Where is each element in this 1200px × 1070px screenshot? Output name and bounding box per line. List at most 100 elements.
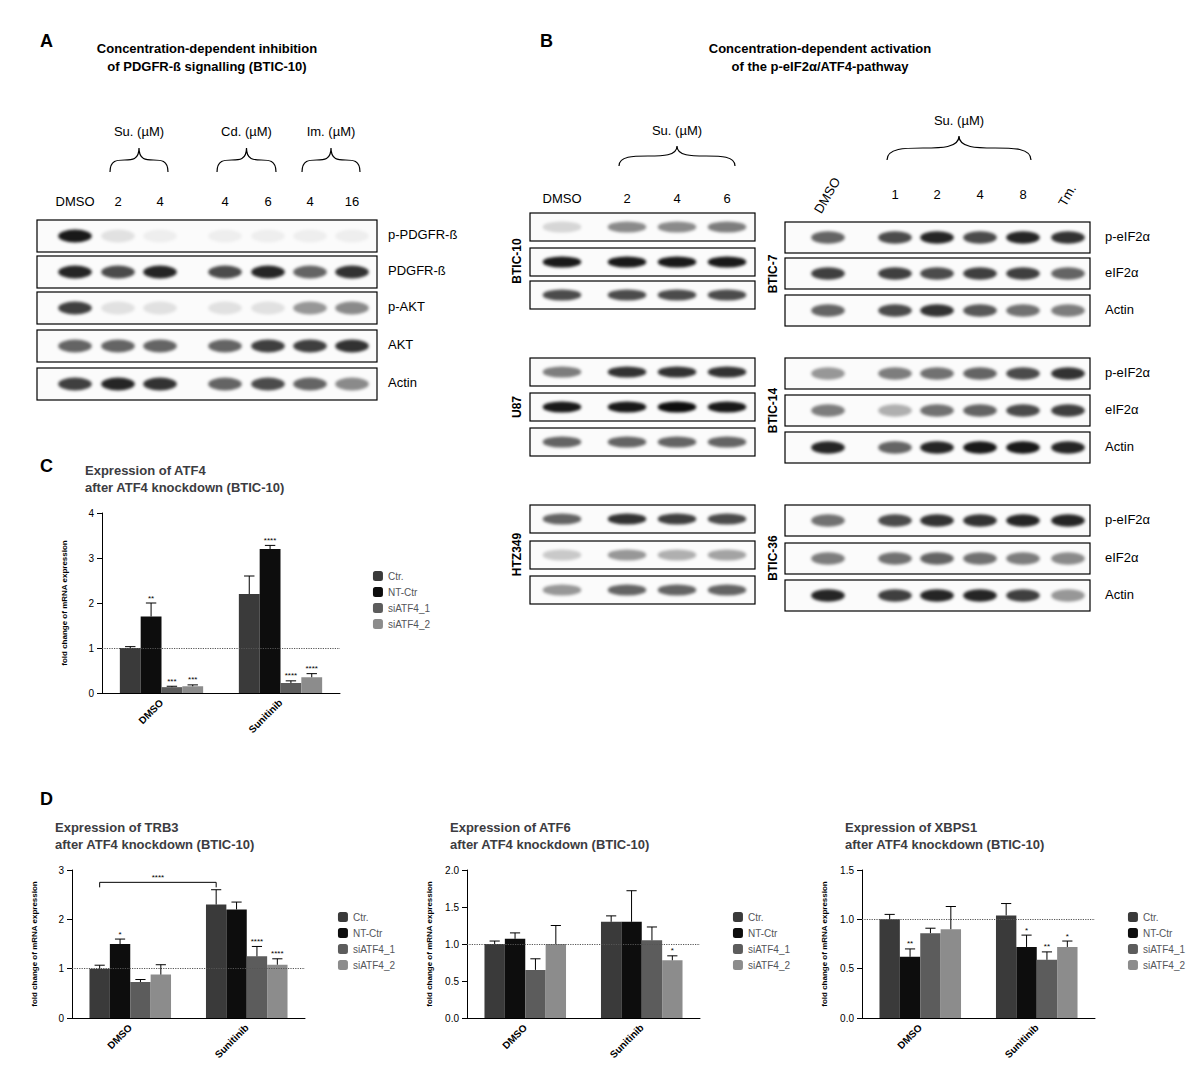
svg-text:Cd. (µM): Cd. (µM) bbox=[221, 124, 272, 139]
svg-text:*: * bbox=[1025, 926, 1028, 935]
svg-text:DMSO: DMSO bbox=[105, 1022, 134, 1051]
svg-text:NT-Ctr: NT-Ctr bbox=[353, 928, 383, 939]
svg-text:0.0: 0.0 bbox=[840, 1013, 854, 1024]
svg-text:fold change of mRNA expression: fold change of mRNA expression bbox=[820, 881, 829, 1007]
svg-text:Im. (µM): Im. (µM) bbox=[307, 124, 356, 139]
svg-text:****: **** bbox=[271, 949, 283, 958]
svg-text:siATF4_1: siATF4_1 bbox=[388, 603, 430, 614]
svg-text:0.0: 0.0 bbox=[445, 1013, 459, 1024]
svg-text:2: 2 bbox=[623, 191, 630, 206]
svg-text:Ctr.: Ctr. bbox=[353, 912, 369, 923]
svg-text:16: 16 bbox=[345, 194, 359, 209]
svg-text:0.5: 0.5 bbox=[840, 963, 854, 974]
svg-text:fold change of mRNA expression: fold change of mRNA expression bbox=[60, 540, 69, 666]
svg-text:3: 3 bbox=[58, 865, 64, 876]
svg-text:Su. (µM): Su. (µM) bbox=[934, 113, 984, 128]
svg-text:NT-Ctr: NT-Ctr bbox=[388, 587, 418, 598]
svg-text:DMSO: DMSO bbox=[811, 175, 843, 216]
svg-text:1: 1 bbox=[891, 187, 898, 202]
svg-text:p-eIF2α: p-eIF2α bbox=[1105, 229, 1151, 244]
svg-text:C: C bbox=[40, 456, 53, 476]
svg-text:****: **** bbox=[251, 937, 263, 946]
svg-text:Sunitinib: Sunitinib bbox=[246, 697, 284, 735]
svg-text:BTIC-36: BTIC-36 bbox=[766, 535, 780, 581]
svg-text:*: * bbox=[671, 946, 674, 955]
svg-text:Ctr.: Ctr. bbox=[388, 571, 404, 582]
svg-text:NT-Ctr: NT-Ctr bbox=[748, 928, 778, 939]
svg-text:p-eIF2α: p-eIF2α bbox=[1105, 365, 1151, 380]
svg-text:DMSO: DMSO bbox=[500, 1022, 529, 1051]
svg-text:2: 2 bbox=[933, 187, 940, 202]
svg-text:2: 2 bbox=[88, 598, 94, 609]
svg-text:A: A bbox=[40, 31, 53, 51]
svg-text:1.0: 1.0 bbox=[840, 914, 854, 925]
svg-text:2.0: 2.0 bbox=[445, 865, 459, 876]
svg-text:DMSO: DMSO bbox=[895, 1022, 924, 1051]
svg-text:BTIC-14: BTIC-14 bbox=[766, 388, 780, 434]
svg-text:Expression of TRB3: Expression of TRB3 bbox=[55, 820, 179, 835]
svg-text:**: ** bbox=[907, 939, 913, 948]
svg-text:****: **** bbox=[152, 873, 164, 882]
svg-text:siATF4_1: siATF4_1 bbox=[748, 944, 790, 955]
svg-text:p-eIF2α: p-eIF2α bbox=[1105, 512, 1151, 527]
svg-text:eIF2α: eIF2α bbox=[1105, 265, 1139, 280]
svg-text:Tm.: Tm. bbox=[1055, 182, 1079, 209]
svg-text:**: ** bbox=[1044, 942, 1050, 951]
svg-text:8: 8 bbox=[1019, 187, 1026, 202]
svg-text:U87: U87 bbox=[510, 396, 524, 418]
svg-text:6: 6 bbox=[723, 191, 730, 206]
svg-text:3: 3 bbox=[88, 553, 94, 564]
svg-text:*: * bbox=[1066, 932, 1069, 941]
svg-text:of the p-eIF2α/ATF4-pathway: of the p-eIF2α/ATF4-pathway bbox=[732, 59, 910, 74]
svg-text:1: 1 bbox=[88, 643, 94, 654]
svg-text:Expression of ATF4: Expression of ATF4 bbox=[85, 463, 206, 478]
svg-text:NT-Ctr: NT-Ctr bbox=[1143, 928, 1173, 939]
svg-text:after ATF4 knockdown (BTIC-10): after ATF4 knockdown (BTIC-10) bbox=[55, 837, 254, 852]
svg-text:p-PDGFR-ß: p-PDGFR-ß bbox=[388, 227, 457, 242]
svg-text:**: ** bbox=[148, 594, 154, 603]
svg-text:PDGFR-ß: PDGFR-ß bbox=[388, 263, 446, 278]
svg-text:0: 0 bbox=[58, 1013, 64, 1024]
svg-text:AKT: AKT bbox=[388, 337, 413, 352]
svg-text:Concentration-dependent activa: Concentration-dependent activation bbox=[709, 41, 932, 56]
svg-text:siATF4_2: siATF4_2 bbox=[1143, 960, 1185, 971]
svg-text:Actin: Actin bbox=[1105, 302, 1134, 317]
svg-text:BTIC-7: BTIC-7 bbox=[766, 254, 780, 293]
svg-text:DMSO: DMSO bbox=[136, 697, 165, 726]
svg-text:eIF2α: eIF2α bbox=[1105, 402, 1139, 417]
svg-text:Su. (µM): Su. (µM) bbox=[652, 123, 702, 138]
svg-text:siATF4_1: siATF4_1 bbox=[353, 944, 395, 955]
svg-text:***: *** bbox=[167, 677, 176, 686]
svg-text:D: D bbox=[40, 789, 53, 809]
svg-text:4: 4 bbox=[976, 187, 983, 202]
svg-text:****: **** bbox=[285, 671, 297, 680]
svg-text:****: **** bbox=[306, 664, 318, 673]
svg-text:fold change of mRNA expression: fold change of mRNA expression bbox=[425, 881, 434, 1007]
svg-text:Actin: Actin bbox=[1105, 439, 1134, 454]
svg-text:of PDGFR-ß signalling (BTIC-10: of PDGFR-ß signalling (BTIC-10) bbox=[107, 59, 306, 74]
svg-text:Sunitinib: Sunitinib bbox=[213, 1022, 251, 1060]
svg-text:BTIC-10: BTIC-10 bbox=[510, 238, 524, 284]
svg-text:*: * bbox=[118, 930, 121, 939]
svg-text:eIF2α: eIF2α bbox=[1105, 550, 1139, 565]
svg-text:4: 4 bbox=[221, 194, 228, 209]
svg-text:1.5: 1.5 bbox=[840, 865, 854, 876]
svg-text:fold change of mRNA expression: fold change of mRNA expression bbox=[30, 881, 39, 1007]
svg-text:****: **** bbox=[264, 536, 276, 545]
svg-text:Sunitinib: Sunitinib bbox=[1003, 1022, 1041, 1060]
svg-text:Sunitinib: Sunitinib bbox=[608, 1022, 646, 1060]
svg-text:0.5: 0.5 bbox=[445, 976, 459, 987]
svg-text:after ATF4 knockdown (BTIC-10): after ATF4 knockdown (BTIC-10) bbox=[845, 837, 1044, 852]
svg-text:2: 2 bbox=[114, 194, 121, 209]
svg-text:1.0: 1.0 bbox=[445, 939, 459, 950]
svg-text:siATF4_2: siATF4_2 bbox=[388, 619, 430, 630]
svg-text:siATF4_1: siATF4_1 bbox=[1143, 944, 1185, 955]
svg-text:HTZ349: HTZ349 bbox=[510, 533, 524, 577]
svg-text:Ctr.: Ctr. bbox=[748, 912, 764, 923]
svg-text:1.5: 1.5 bbox=[445, 902, 459, 913]
svg-text:6: 6 bbox=[264, 194, 271, 209]
svg-text:B: B bbox=[540, 31, 553, 51]
svg-text:siATF4_2: siATF4_2 bbox=[353, 960, 395, 971]
svg-text:siATF4_2: siATF4_2 bbox=[748, 960, 790, 971]
svg-text:Expression of ATF6: Expression of ATF6 bbox=[450, 820, 571, 835]
